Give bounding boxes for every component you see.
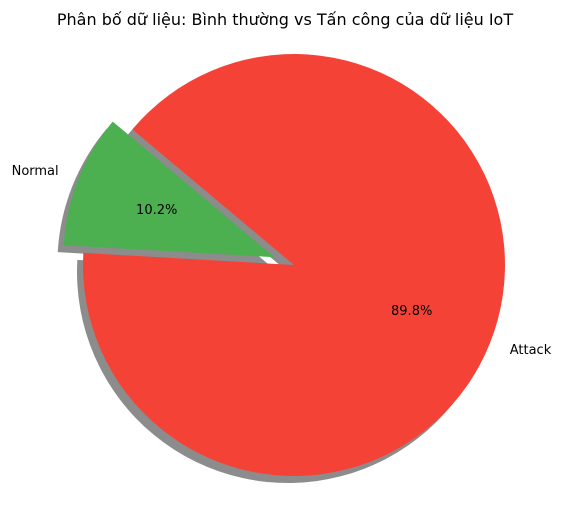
slice-label-normal: Normal [12,164,59,179]
slice-percent-attack: 89.8% [391,304,432,319]
slice-attack [83,53,505,477]
slice-label-attack: Attack [510,343,552,358]
slice-labels: Normal 10.2% Attack 89.8% [12,164,552,358]
chart-title: Phân bố dữ liệu: Bình thường vs Tấn công… [57,10,513,29]
slice-percent-normal: 10.2% [136,203,177,218]
pie-slices [63,53,505,477]
slice-normal [63,121,275,258]
